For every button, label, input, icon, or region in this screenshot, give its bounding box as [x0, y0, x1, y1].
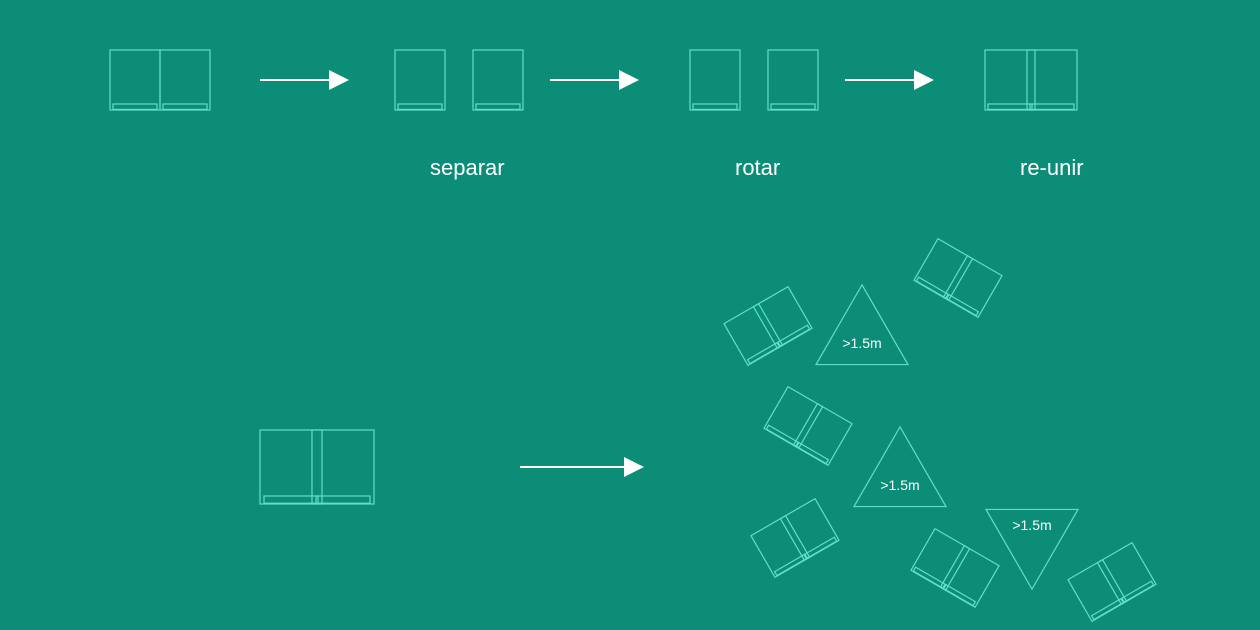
background [0, 0, 1260, 630]
label-separate: separar [430, 155, 505, 181]
diagram-canvas: >1.5m >1.5m >1.5m [0, 0, 1260, 630]
label-rotate: rotar [735, 155, 780, 181]
distance-triangle-0-label: >1.5m [842, 335, 881, 351]
distance-triangle-2-label: >1.5m [1012, 517, 1051, 533]
label-rejoin: re-unir [1020, 155, 1084, 181]
distance-triangle-1-label: >1.5m [880, 477, 919, 493]
